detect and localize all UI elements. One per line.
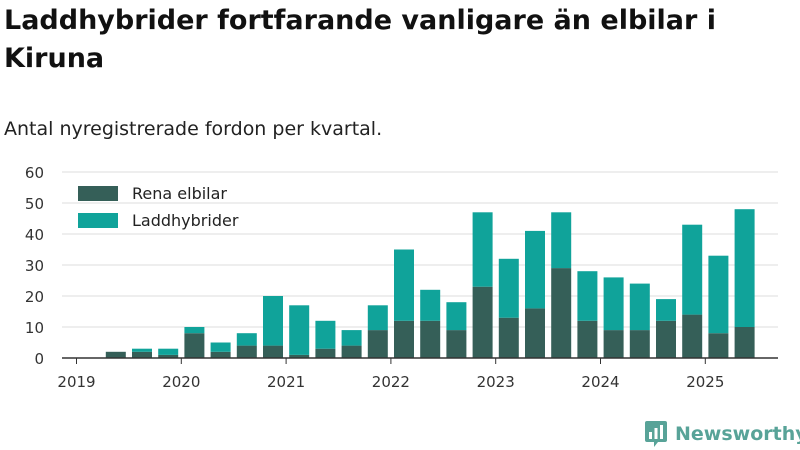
bar-rena-elbilar [158, 354, 179, 358]
y-tick-label: 30 [25, 257, 44, 275]
bar-rena-elbilar [603, 330, 624, 358]
bar-rena-elbilar [236, 345, 257, 358]
bar-laddhybrider [289, 305, 310, 355]
bar-rena-elbilar [734, 327, 755, 358]
bar-laddhybrider [525, 230, 545, 309]
bar-laddhybrider [708, 255, 729, 334]
x-tick-label: 2019 [57, 373, 95, 391]
bar-laddhybrider [420, 289, 441, 321]
bar-laddhybrider [184, 327, 205, 334]
y-tick-label: 0 [34, 350, 44, 368]
bar-laddhybrider [367, 305, 388, 331]
bar-rena-elbilar [315, 348, 336, 358]
legend-swatch [78, 186, 118, 201]
bars [105, 209, 755, 358]
x-axis-ticks: 2019 2020 2021 2022 2023 2024 2025 [57, 358, 724, 391]
bar-laddhybrider [472, 212, 493, 287]
bar-rena-elbilar [498, 317, 519, 358]
bar-laddhybrider [629, 283, 650, 331]
bar-chart-pin-icon [645, 421, 667, 447]
legend-swatch [78, 213, 118, 228]
x-tick-label: 2020 [162, 373, 200, 391]
bar-laddhybrider [498, 258, 519, 318]
bar-rena-elbilar [184, 333, 205, 358]
x-tick-label: 2022 [372, 373, 410, 391]
bar-rena-elbilar [472, 286, 493, 358]
x-tick-label: 2023 [477, 373, 515, 391]
bar-rena-elbilar [210, 351, 231, 358]
y-axis-ticks: 0 10 20 30 40 50 60 [25, 164, 44, 368]
bar-laddhybrider [263, 296, 283, 346]
bar-laddhybrider [603, 277, 624, 331]
bar-laddhybrider [734, 209, 755, 327]
bar-rena-elbilar [289, 354, 310, 358]
bar-rena-elbilar [394, 320, 414, 358]
brand-name: Newsworthy [675, 423, 800, 445]
bar-rena-elbilar [446, 330, 467, 358]
bar-laddhybrider [551, 212, 572, 269]
bar-laddhybrider [315, 320, 336, 349]
bar-laddhybrider [656, 299, 676, 321]
bar-rena-elbilar [577, 320, 598, 358]
legend-label: Rena elbilar [132, 184, 227, 203]
bar-rena-elbilar [708, 333, 729, 358]
x-tick-label: 2024 [581, 373, 619, 391]
x-tick-label: 2025 [686, 373, 724, 391]
bar-rena-elbilar [367, 330, 388, 358]
bar-laddhybrider [682, 224, 703, 315]
bar-rena-elbilar [341, 345, 362, 358]
bar-rena-elbilar [420, 320, 441, 358]
legend-label: Laddhybrider [132, 211, 239, 230]
y-tick-label: 60 [25, 164, 44, 182]
bar-rena-elbilar [656, 320, 676, 358]
bar-rena-elbilar [132, 351, 152, 358]
bar-rena-elbilar [551, 268, 572, 358]
bar-laddhybrider [446, 302, 467, 331]
bar-laddhybrider [132, 348, 152, 352]
legend: Rena elbilar Laddhybrider [78, 184, 239, 230]
bar-laddhybrider [341, 330, 362, 346]
bar-laddhybrider [394, 249, 414, 321]
bar-rena-elbilar [682, 314, 703, 358]
newsworthy-logo: Newsworthy [644, 420, 800, 448]
bar-rena-elbilar [525, 308, 545, 358]
bar-rena-elbilar [629, 330, 650, 358]
y-tick-label: 40 [25, 226, 44, 244]
bar-laddhybrider [210, 342, 231, 352]
chart-title: Laddhybrider fortfarande vanligare än el… [4, 5, 716, 74]
x-tick-label: 2021 [267, 373, 305, 391]
bar-rena-elbilar [105, 351, 126, 358]
bar-laddhybrider [236, 333, 257, 346]
bar-laddhybrider [158, 348, 179, 355]
y-tick-label: 20 [25, 288, 44, 306]
bar-laddhybrider [577, 271, 598, 321]
bar-rena-elbilar [263, 345, 283, 358]
chart-subtitle: Antal nyregistrerade fordon per kvartal. [4, 118, 383, 140]
y-tick-label: 10 [25, 319, 44, 337]
y-tick-label: 50 [25, 195, 44, 213]
